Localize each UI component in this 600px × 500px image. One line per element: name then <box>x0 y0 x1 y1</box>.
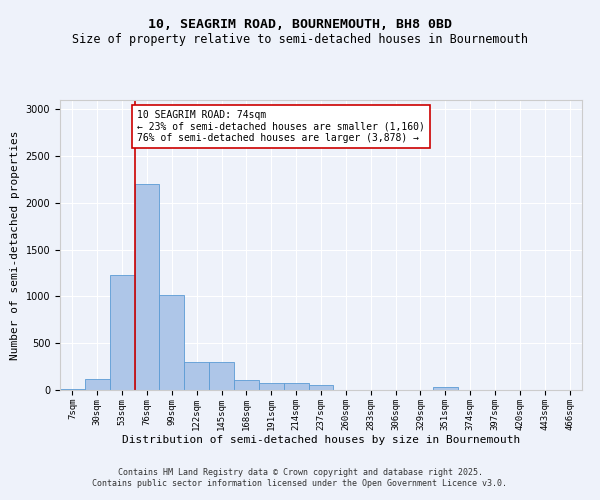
Y-axis label: Number of semi-detached properties: Number of semi-detached properties <box>10 130 20 360</box>
Bar <box>184 362 209 390</box>
X-axis label: Distribution of semi-detached houses by size in Bournemouth: Distribution of semi-detached houses by … <box>122 436 520 446</box>
Bar <box>284 384 308 390</box>
Bar <box>134 184 160 390</box>
Text: Size of property relative to semi-detached houses in Bournemouth: Size of property relative to semi-detach… <box>72 32 528 46</box>
Bar <box>209 362 234 390</box>
Bar <box>308 386 334 390</box>
Bar <box>60 389 85 390</box>
Bar <box>433 387 458 390</box>
Bar <box>85 379 110 390</box>
Text: Contains HM Land Registry data © Crown copyright and database right 2025.
Contai: Contains HM Land Registry data © Crown c… <box>92 468 508 487</box>
Text: 10, SEAGRIM ROAD, BOURNEMOUTH, BH8 0BD: 10, SEAGRIM ROAD, BOURNEMOUTH, BH8 0BD <box>148 18 452 30</box>
Bar <box>259 383 284 390</box>
Text: 10 SEAGRIM ROAD: 74sqm
← 23% of semi-detached houses are smaller (1,160)
76% of : 10 SEAGRIM ROAD: 74sqm ← 23% of semi-det… <box>137 110 425 144</box>
Bar <box>234 380 259 390</box>
Bar <box>110 275 134 390</box>
Bar <box>160 294 184 390</box>
